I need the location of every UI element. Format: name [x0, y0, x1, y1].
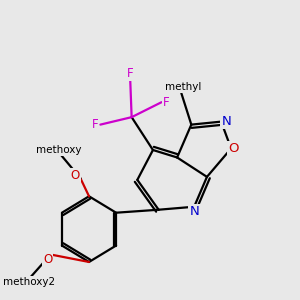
Text: F: F: [127, 68, 134, 80]
Text: F: F: [163, 96, 170, 109]
Text: methyl: methyl: [165, 82, 201, 92]
Text: O: O: [43, 254, 52, 266]
Text: F: F: [92, 118, 98, 131]
Text: methoxy2: methoxy2: [3, 277, 55, 287]
Text: O: O: [71, 169, 80, 182]
Text: O: O: [228, 142, 238, 155]
Text: methoxy: methoxy: [36, 145, 82, 155]
Text: N: N: [189, 205, 199, 218]
Text: N: N: [221, 115, 231, 128]
